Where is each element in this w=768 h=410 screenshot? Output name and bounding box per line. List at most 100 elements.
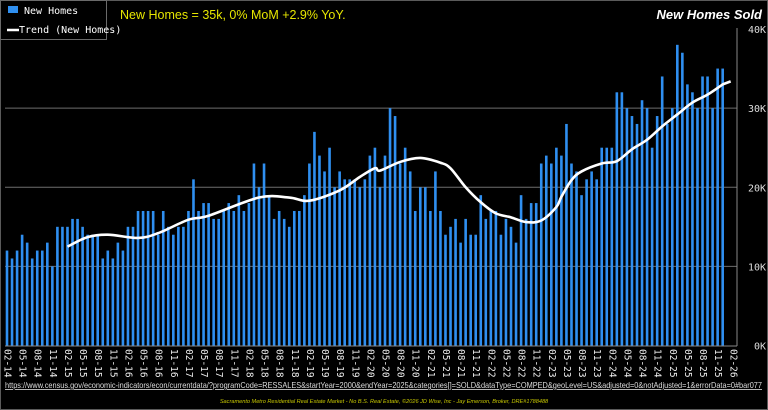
- bar-07-14: [30, 258, 34, 346]
- legend-bar-swatch: [8, 6, 18, 13]
- x-tick-label: 02-16: [122, 349, 133, 378]
- bar-12-24: [660, 76, 664, 346]
- bar-04-22: [499, 234, 503, 346]
- bar-11-21: [474, 234, 478, 346]
- legend-line-label: Trend (New Homes): [19, 25, 121, 36]
- bar-12-15: [116, 242, 120, 346]
- bar-04-18: [257, 187, 261, 346]
- x-tick-label: 08-16: [153, 349, 164, 378]
- bar-07-22: [514, 242, 518, 346]
- bar-02-16: [126, 226, 130, 346]
- bar-02-23: [550, 163, 553, 346]
- bar-03-18: [252, 163, 256, 346]
- bar-10-18: [287, 226, 291, 346]
- y-tick-label: 40K: [748, 25, 766, 36]
- x-tick-label: 11-22: [531, 349, 542, 378]
- bar-10-14: [46, 242, 49, 346]
- bar-09-19: [343, 179, 346, 346]
- bar-06-20: [388, 108, 392, 346]
- bar-05-15: [81, 226, 84, 346]
- bar-03-21: [434, 171, 437, 346]
- bar-08-19: [338, 171, 341, 346]
- x-tick-label: 02-17: [183, 349, 194, 378]
- x-tick-label: 02-15: [62, 349, 73, 378]
- bar-12-18: [298, 210, 301, 346]
- bar-01-18: [242, 210, 246, 346]
- bar-10-15: [106, 250, 110, 346]
- x-tick-label: 05-16: [138, 349, 149, 378]
- bar-08-14: [35, 250, 39, 346]
- bar-04-16: [136, 210, 140, 346]
- y-tick-label: 20K: [748, 183, 766, 194]
- x-tick-label: 02-21: [425, 349, 436, 378]
- y-axis-ticks: 0K 10K 20K 30K 40K: [748, 25, 766, 353]
- bar-11-22: [534, 203, 538, 346]
- bar-07-25: [696, 108, 699, 346]
- bar-03-17: [192, 179, 195, 346]
- bar-05-24: [625, 108, 629, 346]
- bar-09-25: [706, 76, 709, 346]
- bar-10-25: [711, 108, 714, 346]
- bar-06-23: [570, 163, 573, 346]
- bar-08-20: [398, 163, 402, 346]
- bar-06-14: [25, 242, 29, 346]
- bar-01-21: [424, 187, 427, 346]
- bar-12-14: [56, 226, 59, 346]
- bar-05-21: [444, 234, 447, 346]
- x-tick-label: 11-20: [410, 349, 421, 378]
- bar-07-23: [575, 171, 578, 346]
- bar-series-new-homes: [5, 44, 724, 346]
- bar-04-21: [439, 210, 442, 346]
- x-tick-label: 11-16: [168, 349, 179, 378]
- bar-09-15: [101, 258, 105, 346]
- x-tick-label: 08-20: [395, 349, 406, 378]
- bar-10-21: [469, 234, 472, 346]
- bar-09-24: [645, 108, 649, 346]
- x-tick-label: 08-15: [92, 349, 103, 378]
- x-tick-label: 11-19: [349, 349, 360, 378]
- bar-06-22: [509, 226, 513, 346]
- bar-02-24: [610, 147, 614, 346]
- bar-08-22: [519, 195, 523, 346]
- bar-11-20: [413, 210, 417, 346]
- bar-11-24: [655, 116, 659, 346]
- source-link[interactable]: https://www.census.gov/economic-indicato…: [5, 381, 762, 390]
- bar-02-15: [66, 226, 69, 346]
- bar-04-14: [15, 250, 19, 346]
- x-tick-label: 02-19: [304, 349, 315, 378]
- bar-06-24: [630, 116, 634, 346]
- x-tick-label: 11-23: [591, 349, 602, 378]
- bar-11-15: [111, 258, 115, 346]
- bar-04-24: [620, 92, 624, 346]
- bar-07-20: [393, 116, 397, 346]
- x-tick-label: 08-17: [213, 349, 224, 378]
- bar-11-19: [353, 179, 357, 346]
- bar-06-19: [328, 147, 331, 346]
- bar-10-24: [650, 147, 654, 346]
- bar-03-19: [313, 131, 316, 346]
- x-tick-label: 05-25: [682, 349, 693, 378]
- legend-box: [0, 0, 107, 40]
- bar-09-20: [403, 147, 407, 346]
- bar-07-16: [151, 210, 155, 346]
- bar-07-15: [91, 234, 94, 346]
- bar-09-16: [161, 210, 165, 346]
- x-tick-label: 02-20: [364, 349, 375, 378]
- bar-06-15: [86, 234, 89, 346]
- x-tick-label: 02-18: [243, 349, 254, 378]
- trend-line: [66, 80, 732, 248]
- x-tick-label: 11-18: [289, 349, 300, 378]
- legend: New Homes Trend (New Homes): [0, 0, 121, 40]
- bar-01-20: [363, 179, 367, 346]
- bar-12-23: [600, 147, 604, 346]
- bar-04-25: [681, 52, 684, 346]
- x-tick-label: 02-26: [727, 349, 738, 378]
- bar-04-23: [560, 155, 563, 346]
- bar-02-19: [308, 163, 311, 346]
- bar-01-15: [61, 226, 64, 346]
- x-tick-label: 05-14: [17, 349, 28, 378]
- bar-05-22: [504, 218, 508, 346]
- x-tick-label: 11-14: [47, 349, 58, 378]
- bar-08-21: [459, 242, 462, 346]
- x-tick-label: 08-14: [32, 349, 43, 378]
